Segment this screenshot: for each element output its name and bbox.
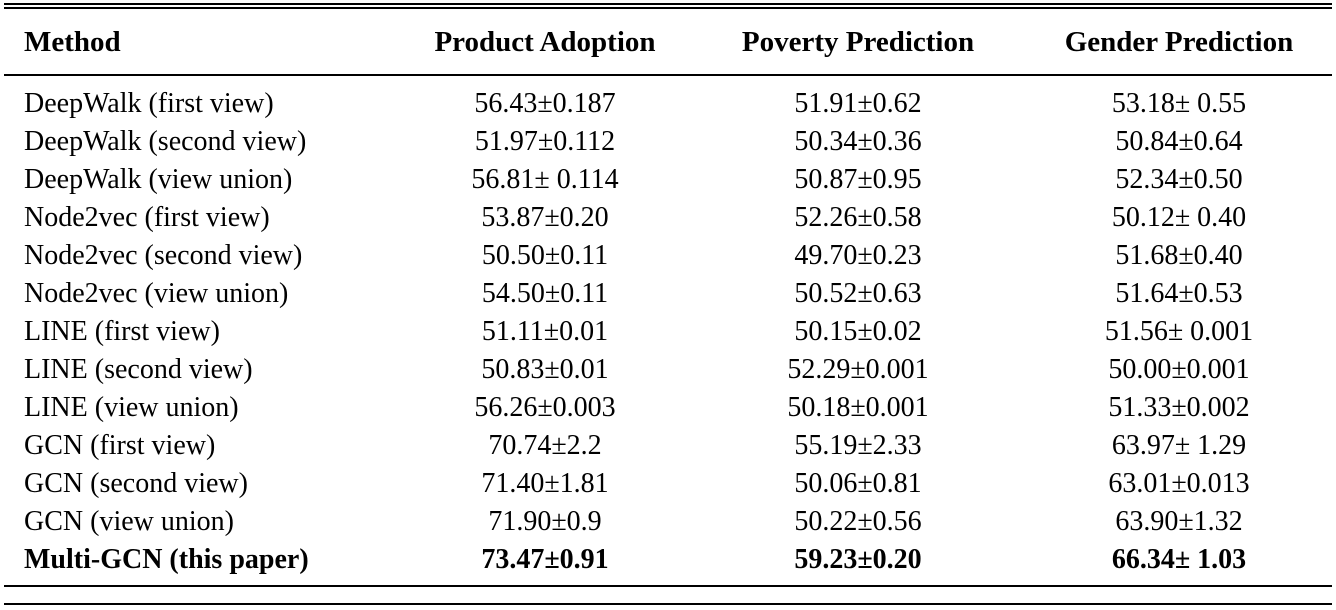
method-cell: GCN (second view) — [24, 468, 248, 499]
product-adoption-cell: 71.90±0.9 — [488, 506, 602, 537]
product-adoption-cell: 56.26±0.003 — [474, 392, 616, 423]
gender-prediction-cell: 51.33±0.002 — [1108, 392, 1250, 423]
poverty-prediction-cell: 52.26±0.58 — [794, 202, 922, 233]
header-product-adoption: Product Adoption — [434, 25, 656, 58]
gender-prediction-cell: 50.12± 0.40 — [1111, 202, 1247, 233]
table-row: DeepWalk (second view) 51.97±0.112 50.34… — [4, 123, 1332, 161]
method-cell: Node2vec (first view) — [24, 202, 270, 233]
table-row: Node2vec (view union) 54.50±0.11 50.52±0… — [4, 275, 1332, 313]
product-adoption-cell: 71.40±1.81 — [481, 468, 609, 499]
header-row: Method Product Adoption Poverty Predicti… — [4, 10, 1332, 74]
gender-prediction-cell: 63.01±0.013 — [1108, 468, 1250, 499]
table-row: Node2vec (second view) 50.50±0.11 49.70±… — [4, 237, 1332, 275]
gender-prediction-cell: 51.56± 0.001 — [1104, 316, 1254, 347]
table-row: LINE (view union) 56.26±0.003 50.18±0.00… — [4, 389, 1332, 427]
poverty-prediction-cell: 50.87±0.95 — [794, 164, 922, 195]
gender-prediction-cell: 51.68±0.40 — [1115, 240, 1243, 271]
method-cell: GCN (first view) — [24, 430, 216, 461]
gender-prediction-cell: 63.97± 1.29 — [1111, 430, 1247, 461]
gender-prediction-cell: 63.90±1.32 — [1115, 506, 1243, 537]
product-adoption-cell: 53.87±0.20 — [481, 202, 609, 233]
method-cell: LINE (first view) — [24, 316, 220, 347]
method-cell: LINE (second view) — [24, 354, 253, 385]
product-adoption-cell: 51.11±0.01 — [481, 316, 609, 347]
method-cell: Node2vec (second view) — [24, 240, 303, 271]
header-poverty-prediction: Poverty Prediction — [741, 25, 975, 58]
table-row: GCN (view union) 71.90±0.9 50.22±0.56 63… — [4, 503, 1332, 541]
gender-prediction-cell: 50.84±0.64 — [1115, 126, 1243, 157]
table-row: LINE (second view) 50.83±0.01 52.29±0.00… — [4, 351, 1332, 389]
gender-prediction-cell: 52.34±0.50 — [1115, 164, 1243, 195]
header-gender-prediction: Gender Prediction — [1064, 25, 1294, 58]
poverty-prediction-cell: 50.52±0.63 — [794, 278, 922, 309]
top-rule-outer — [4, 3, 1332, 5]
gender-prediction-cell: 50.00±0.001 — [1108, 354, 1250, 385]
method-cell: DeepWalk (view union) — [24, 164, 293, 195]
gender-prediction-cell: 66.34± 1.03 — [1111, 544, 1247, 575]
header-method: Method — [24, 25, 121, 58]
method-cell: LINE (view union) — [24, 392, 239, 423]
method-cell: Multi-GCN (this paper) — [24, 544, 309, 575]
table-row: GCN (second view) 71.40±1.81 50.06±0.81 … — [4, 465, 1332, 503]
product-adoption-cell: 73.47±0.91 — [481, 544, 609, 575]
product-adoption-cell: 70.74±2.2 — [488, 430, 602, 461]
method-cell: GCN (view union) — [24, 506, 234, 537]
product-adoption-cell: 50.83±0.01 — [481, 354, 609, 385]
poverty-prediction-cell: 52.29±0.001 — [787, 354, 929, 385]
header-rule — [4, 74, 1332, 76]
results-table: Method Product Adoption Poverty Predicti… — [4, 10, 1332, 579]
poverty-prediction-cell: 50.22±0.56 — [794, 506, 922, 537]
table-row-highlighted: Multi-GCN (this paper) 73.47±0.91 59.23±… — [4, 541, 1332, 579]
product-adoption-cell: 56.43±0.187 — [474, 88, 616, 119]
gender-prediction-cell: 51.64±0.53 — [1115, 278, 1243, 309]
poverty-prediction-cell: 49.70±0.23 — [794, 240, 922, 271]
top-rule-inner — [4, 7, 1332, 9]
table-row: DeepWalk (first view) 56.43±0.187 51.91±… — [4, 74, 1332, 123]
poverty-prediction-cell: 51.91±0.62 — [794, 88, 922, 119]
method-cell: DeepWalk (second view) — [24, 126, 307, 157]
product-adoption-cell: 54.50±0.11 — [481, 278, 609, 309]
product-adoption-cell: 51.97±0.112 — [474, 126, 616, 157]
bottom-rule-outer — [4, 603, 1332, 605]
method-cell: DeepWalk (first view) — [24, 88, 274, 119]
product-adoption-cell: 50.50±0.11 — [481, 240, 609, 271]
poverty-prediction-cell: 50.06±0.81 — [794, 468, 922, 499]
table-row: Node2vec (first view) 53.87±0.20 52.26±0… — [4, 199, 1332, 237]
table-row: LINE (first view) 51.11±0.01 50.15±0.02 … — [4, 313, 1332, 351]
gender-prediction-cell: 53.18± 0.55 — [1111, 88, 1247, 119]
poverty-prediction-cell: 50.18±0.001 — [787, 392, 929, 423]
poverty-prediction-cell: 50.15±0.02 — [794, 316, 922, 347]
poverty-prediction-cell: 59.23±0.20 — [794, 544, 922, 575]
method-cell: Node2vec (view union) — [24, 278, 289, 309]
bottom-rule-inner — [4, 585, 1332, 587]
product-adoption-cell: 56.81± 0.114 — [471, 164, 619, 195]
table-row: GCN (first view) 70.74±2.2 55.19±2.33 63… — [4, 427, 1332, 465]
poverty-prediction-cell: 55.19±2.33 — [794, 430, 922, 461]
table-row: DeepWalk (view union) 56.81± 0.114 50.87… — [4, 161, 1332, 199]
poverty-prediction-cell: 50.34±0.36 — [794, 126, 922, 157]
